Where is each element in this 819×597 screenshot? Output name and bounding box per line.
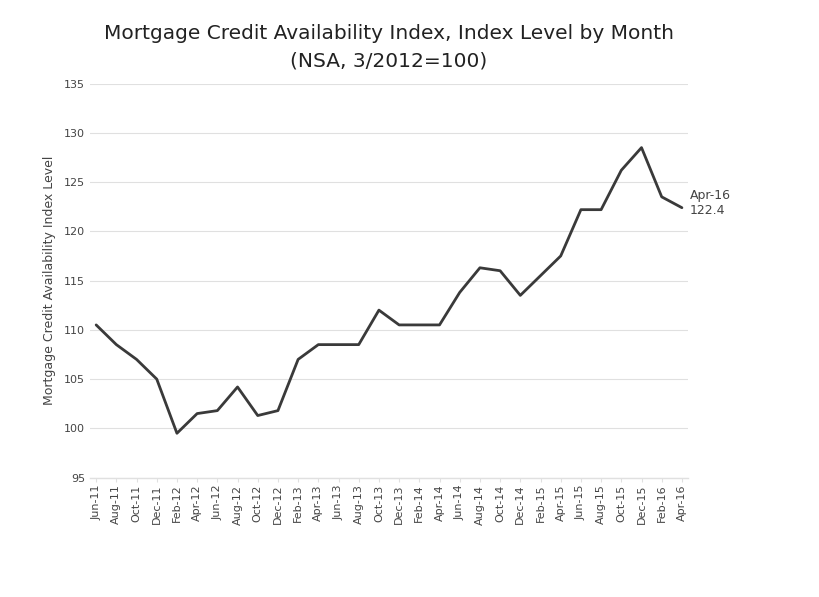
Title: Mortgage Credit Availability Index, Index Level by Month
(NSA, 3/2012=100): Mortgage Credit Availability Index, Inde…	[104, 24, 674, 71]
Text: Apr-16
122.4: Apr-16 122.4	[690, 189, 731, 217]
Y-axis label: Mortgage Credit Availability Index Level: Mortgage Credit Availability Index Level	[43, 156, 56, 405]
